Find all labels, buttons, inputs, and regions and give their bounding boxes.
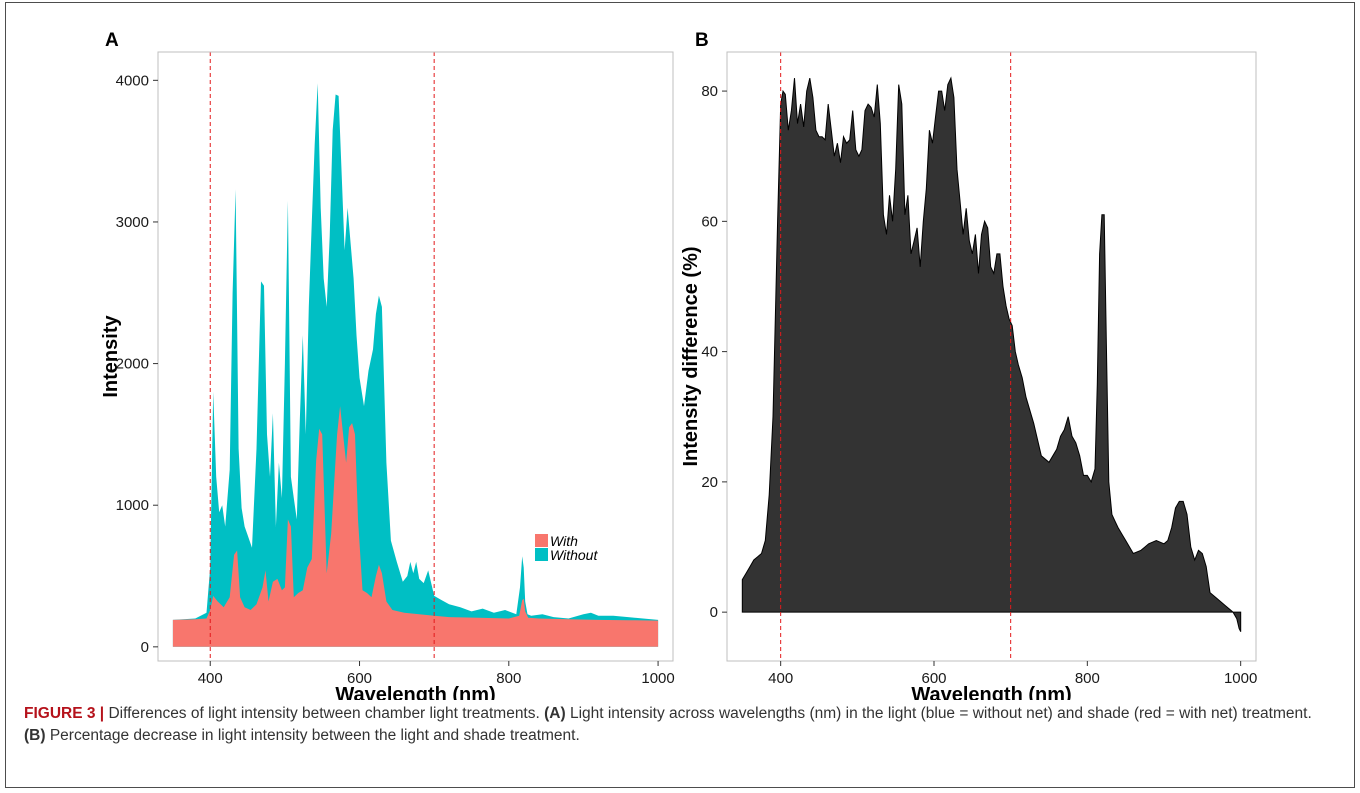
panel-label: B	[695, 30, 709, 51]
y-tick-label: 3000	[116, 214, 149, 231]
figure-canvas: 400 600 800 100001000200030004000Wavelength…	[100, 30, 1257, 700]
caption-a-label: (A)	[544, 705, 566, 722]
y-tick-label: 0	[141, 639, 149, 656]
x-tick-label: 1000	[1224, 670, 1257, 687]
y-axis-label: Intensity	[100, 315, 122, 398]
x-tick-label: 800	[1075, 670, 1100, 687]
chart-panel-a: 400 600 800 1000 0 1000 2000 3000 4000 Wavelength…	[100, 30, 675, 700]
figure-frame	[5, 2, 1355, 788]
x-tick-label: 600	[921, 670, 946, 687]
y-tick-label: 2000	[116, 356, 149, 373]
x-tick-label: 400	[198, 670, 223, 687]
caption-figure-label: FIGURE 3 |	[24, 705, 105, 722]
y-axis-label: Intensity difference (%)	[680, 246, 702, 466]
y-tick-label: 1000	[116, 497, 149, 514]
y-tick-label: 0	[710, 604, 718, 621]
chart-panel-b: 400 600 800 1000 0 20 40 60 80 Wavelength (nm) Int…	[680, 30, 1257, 700]
y-tick-label: 40	[701, 344, 718, 361]
caption-a-text: Light intensity across wavelengths (nm) …	[565, 705, 1312, 722]
series-area-difference	[741, 76, 1242, 632]
y-tick-label: 20	[701, 474, 718, 491]
x-tick-label: 600	[347, 670, 372, 687]
caption-b-label: (B)	[24, 727, 46, 744]
series-area-with	[172, 406, 659, 647]
y-tick-label: 4000	[116, 72, 149, 89]
x-axis-label: Wavelength (nm)	[335, 684, 495, 700]
x-axis-label: Wavelength (nm)	[911, 684, 1071, 700]
x-tick-label: 800	[496, 670, 521, 687]
legend-label-with: With	[550, 533, 578, 549]
figure-caption: FIGURE 3 | Differences of light intensit…	[24, 703, 1334, 747]
plot-border	[726, 51, 1257, 662]
legend-swatch-without	[535, 548, 548, 561]
legend-label-without: Without	[550, 547, 598, 563]
legend-swatch-with	[535, 534, 548, 547]
caption-intro: Differences of light intensity between c…	[104, 705, 545, 722]
caption-b-text: Percentage decrease in light intensity b…	[45, 727, 580, 744]
y-tick-label: 80	[701, 83, 718, 100]
x-tick-label: 1000	[641, 670, 674, 687]
series-area-without	[172, 83, 659, 647]
y-tick-label: 60	[701, 213, 718, 230]
plot-border	[157, 51, 674, 662]
x-tick-label: 400	[768, 670, 793, 687]
panel-label: A	[105, 30, 119, 51]
